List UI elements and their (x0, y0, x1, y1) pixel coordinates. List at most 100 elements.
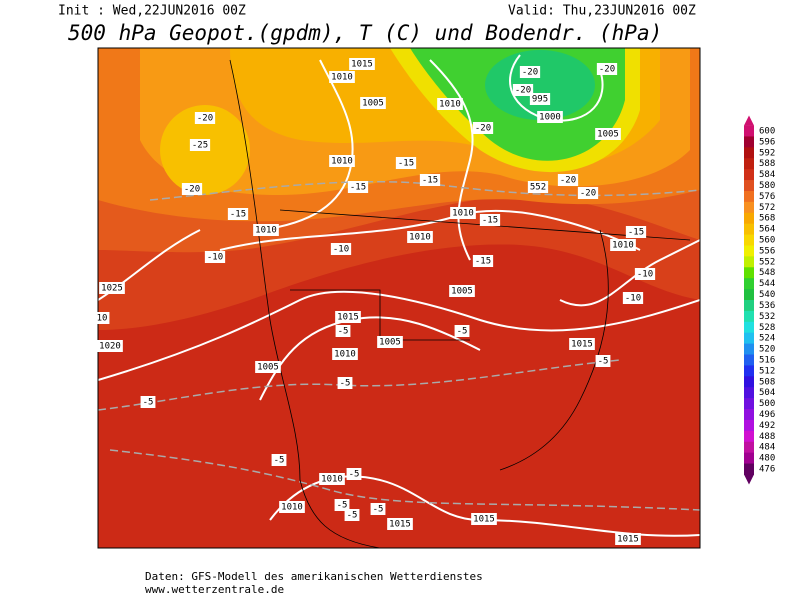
colorbar-swatch (744, 234, 754, 246)
contour-label: -15 (419, 174, 441, 186)
contour-label-box (529, 93, 551, 105)
contour-label-text: 1015 (337, 313, 359, 323)
contour-label-box (634, 268, 656, 280)
contour-label-text: -20 (475, 124, 491, 134)
contour-label-box (395, 157, 417, 169)
contour-label: -15 (347, 181, 369, 193)
contour-label: 1010 (279, 501, 305, 513)
colorbar-label: 492 (759, 421, 775, 431)
contour-label: -15 (227, 208, 249, 220)
contour-label: 10 (94, 312, 110, 324)
colorbar-swatch (744, 223, 754, 236)
contour-label-box (279, 501, 305, 513)
colorbar-label: 580 (759, 181, 775, 191)
contour-label-text: -5 (457, 327, 468, 337)
contour-label-box (346, 468, 362, 480)
contour-label-text: 1010 (255, 226, 277, 236)
contour-label-box (407, 231, 433, 243)
contour-label-text: -20 (580, 189, 596, 199)
colorbar-label: 584 (759, 170, 775, 180)
contour-label-box (334, 499, 350, 511)
colorbar-cap (744, 115, 754, 126)
contour-label: 1010 (332, 348, 358, 360)
colorbar-swatch (744, 245, 754, 257)
contour-label-text: 995 (532, 95, 548, 105)
contour-label-text: -5 (347, 511, 358, 521)
contour-label: -5 (271, 454, 287, 466)
contour-label-text: -5 (338, 327, 349, 337)
colorbar-label: 572 (759, 203, 775, 213)
contour-label-box (319, 473, 345, 485)
contour-label: 1010 (329, 155, 355, 167)
contour-label: 1015 (569, 338, 595, 350)
colorbar-cap (744, 474, 754, 485)
contour-label-text: -15 (482, 216, 498, 226)
contour-label-box (512, 84, 534, 96)
contour-label-text: -5 (337, 501, 348, 511)
contour-label-box (472, 122, 494, 134)
contour-label: -5 (346, 468, 362, 480)
colorbar-swatch (744, 463, 754, 475)
contour-label-box (329, 71, 355, 83)
contour-label-text: 1025 (101, 284, 123, 294)
colorbar-swatch (744, 169, 754, 181)
contour-label-box (450, 207, 476, 219)
contour-label-text: -10 (637, 270, 653, 280)
contour-label: 552 (527, 181, 549, 193)
contour-label-text: 1010 (439, 100, 461, 110)
contour-label-box (471, 513, 497, 525)
contour-label: 1000 (537, 111, 563, 123)
contour-label-box (204, 251, 226, 263)
contour-label-box (569, 338, 595, 350)
contour-label: 1005 (449, 285, 475, 297)
contour-label: 1010 (610, 239, 636, 251)
contour-label: -5 (334, 499, 350, 511)
colorbar-swatch (744, 343, 754, 356)
contour-label: 1020 (97, 340, 123, 352)
contour-label: 995 (529, 93, 551, 105)
contour-label-box (330, 243, 352, 255)
colorbar-swatch (744, 190, 754, 203)
contour-label-box (227, 208, 249, 220)
colorbar-label: 600 (759, 127, 775, 137)
contour-label-text: -5 (598, 357, 609, 367)
contour-label: 1005 (595, 128, 621, 140)
colorbar-swatch (744, 180, 754, 192)
contour-label-box (344, 509, 360, 521)
colorbar-swatch (744, 201, 754, 214)
colorbar-swatch (744, 158, 754, 170)
contour-label-text: -20 (522, 68, 538, 78)
contour-label: -15 (625, 226, 647, 238)
contour-label-text: -15 (350, 183, 366, 193)
contour-label-box (622, 292, 644, 304)
contour-label: -20 (194, 112, 216, 124)
colorbar-swatch (744, 256, 754, 268)
contour-label: -20 (596, 63, 618, 75)
contour-label-box (479, 214, 501, 226)
colorbar-label: 496 (759, 410, 775, 420)
colorbar-swatch (744, 441, 754, 454)
contour-label-box (99, 282, 125, 294)
contour-label-text: 1005 (362, 99, 384, 109)
contour-label: -5 (370, 503, 386, 515)
contour-label-text: -20 (599, 65, 615, 75)
contour-label-text: 1015 (351, 60, 373, 70)
colorbar: 6005965925885845805765725685645605565525… (744, 115, 775, 485)
colorbar-label: 544 (759, 279, 775, 289)
colorbar-swatch (744, 409, 754, 421)
colorbar-swatch (744, 278, 754, 290)
contour-label-box (360, 97, 386, 109)
contour-label: 1015 (615, 533, 641, 545)
contour-label: 1010 (437, 98, 463, 110)
colorbar-label: 536 (759, 301, 775, 311)
contour-label-box (557, 174, 579, 186)
contour-label-text: -15 (398, 159, 414, 169)
contour-label-text: 1010 (321, 475, 343, 485)
contour-label: -5 (337, 377, 353, 389)
valid-time: Valid: Thu,23JUN2016 00Z (508, 4, 696, 19)
contour-label-text: -20 (515, 86, 531, 96)
contour-label: -10 (330, 243, 352, 255)
contour-label-text: -10 (207, 253, 223, 263)
contour-label-text: -10 (333, 245, 349, 255)
